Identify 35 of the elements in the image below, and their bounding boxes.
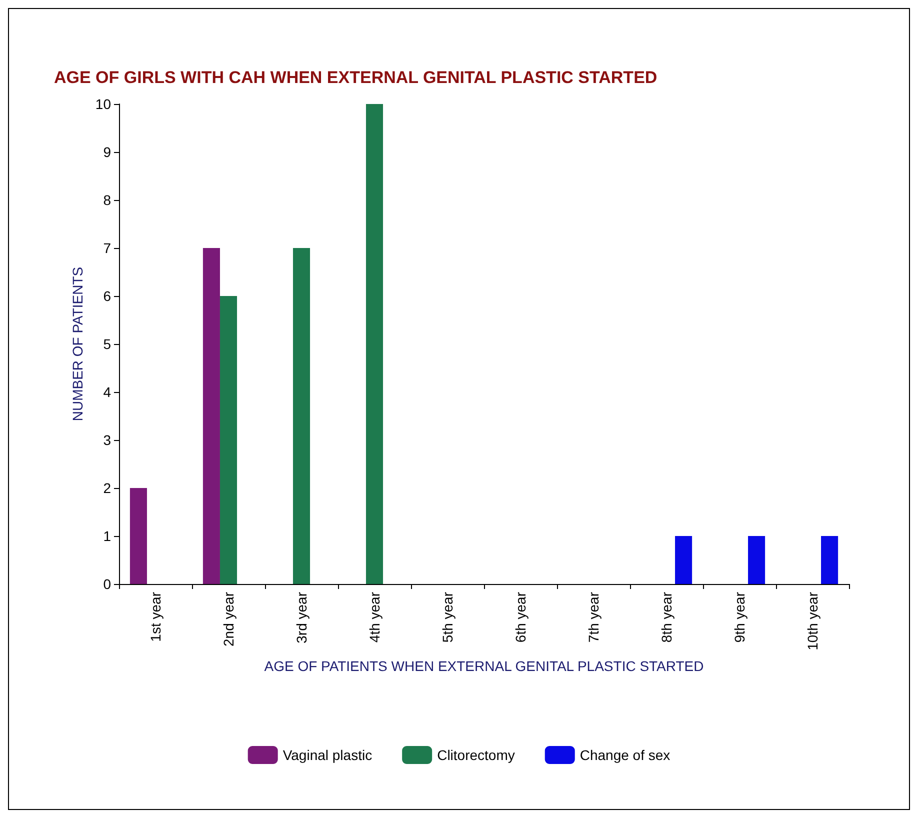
x-tick-label: 2nd year bbox=[220, 592, 236, 646]
x-tick-label: 1st year bbox=[148, 592, 164, 642]
y-tick-label: 0 bbox=[103, 576, 112, 592]
bar bbox=[130, 488, 147, 584]
x-tick-label: 8th year bbox=[658, 592, 674, 643]
y-tick-label: 8 bbox=[103, 192, 112, 208]
x-tick-label: 7th year bbox=[586, 592, 602, 643]
legend-label: Change of sex bbox=[580, 747, 670, 763]
x-tick-label: 3rd year bbox=[294, 592, 310, 644]
x-tick-label: 6th year bbox=[512, 592, 528, 643]
bar bbox=[220, 296, 238, 584]
x-tick-label: 9th year bbox=[732, 592, 748, 643]
bar bbox=[675, 536, 692, 584]
x-axis-title: AGE OF PATIENTS WHEN EXTERNAL GENITAL PLASTIC STARTED bbox=[264, 658, 704, 674]
x-tick-label: 5th year bbox=[440, 592, 456, 643]
y-tick-label: 2 bbox=[103, 480, 112, 496]
chart-title: AGE OF GIRLS WITH CAH WHEN EXTERNAL GENITAL PLASTIC STARTED bbox=[54, 68, 658, 87]
y-tick-label: 3 bbox=[103, 432, 112, 448]
y-tick-label: 4 bbox=[103, 384, 112, 400]
y-tick-label: 9 bbox=[103, 144, 112, 160]
bar bbox=[366, 104, 384, 584]
x-tick-label: 4th year bbox=[366, 592, 382, 643]
y-tick-label: 7 bbox=[103, 240, 112, 256]
y-tick-label: 6 bbox=[103, 288, 112, 304]
x-tick-label: 10th year bbox=[804, 592, 820, 650]
legend-label: Vaginal plastic bbox=[282, 747, 372, 763]
y-tick-label: 10 bbox=[95, 96, 112, 112]
y-axis-title: NUMBER OF PATIENTS bbox=[70, 266, 86, 422]
bar bbox=[202, 248, 220, 584]
bar bbox=[821, 536, 838, 584]
legend-label: Clitorectomy bbox=[437, 747, 515, 763]
bar bbox=[292, 248, 310, 584]
y-tick-label: 1 bbox=[103, 528, 112, 544]
bar bbox=[748, 536, 766, 584]
y-tick-label: 5 bbox=[103, 336, 112, 352]
